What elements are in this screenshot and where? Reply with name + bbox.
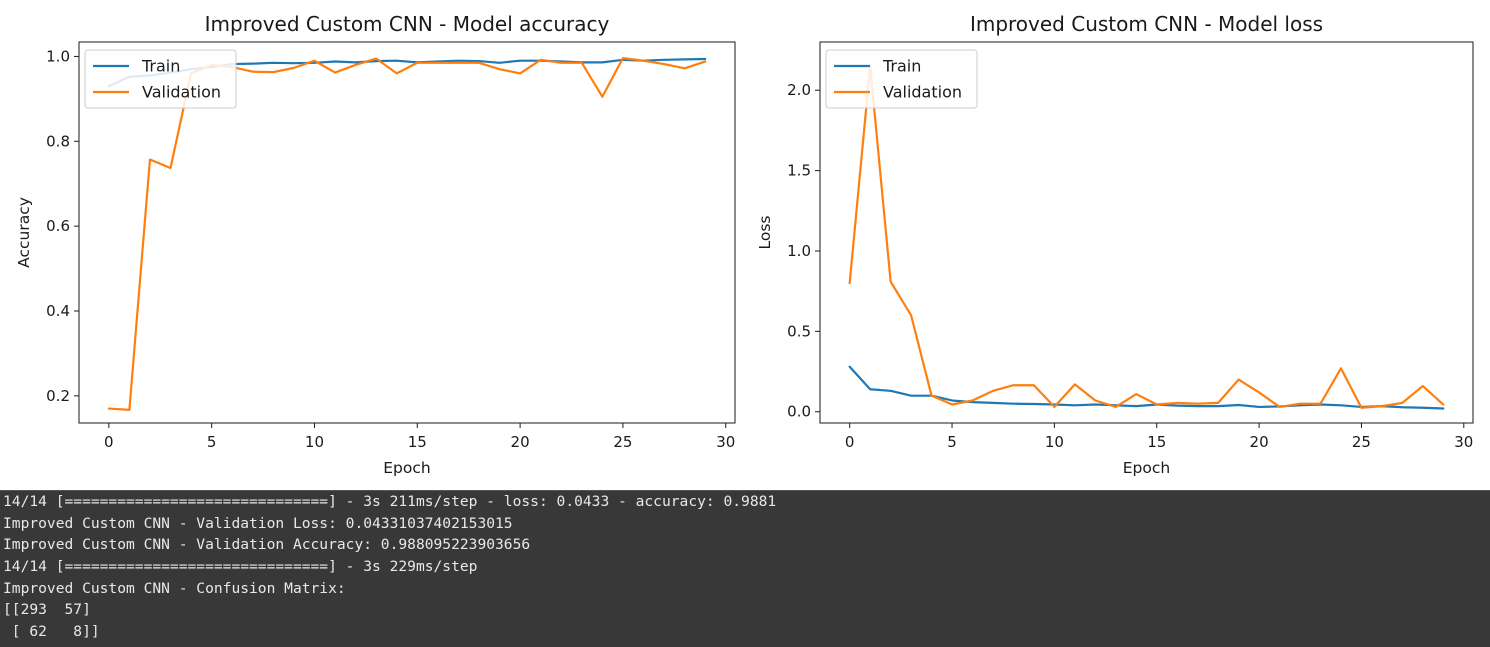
y-tick-label: 0.0 <box>787 403 811 421</box>
chart-2: Improved Custom CNN - Model loss 0 5 10 15 20… <box>756 12 1474 477</box>
x-tick-label: 10 <box>1045 433 1064 451</box>
y-axis-label: Accuracy <box>15 197 33 268</box>
series-line-train <box>848 365 1445 410</box>
console-line: 14/14 [==============================] -… <box>3 558 478 576</box>
console-line: Improved Custom CNN - Validation Loss: 0… <box>3 514 513 532</box>
legend-box <box>84 49 237 109</box>
y-axis-label: Loss <box>756 216 774 250</box>
legend-label-train: Train <box>141 57 180 76</box>
console-line: Improved Custom CNN - Confusion Matrix: <box>3 579 346 597</box>
y-tick-label: 1.0 <box>46 47 70 65</box>
x-tick-label: 20 <box>511 433 530 451</box>
axes-frame <box>819 41 1474 424</box>
console-output: 14/14 [==============================] -… <box>0 490 1490 647</box>
legend: Train Validation <box>825 49 978 109</box>
chart-title: Improved Custom CNN - Model accuracy <box>205 12 610 36</box>
x-tick-label: 25 <box>1352 433 1371 451</box>
series-line-validation <box>107 57 707 411</box>
y-tick-label: 0.6 <box>46 217 70 235</box>
x-tick-label: 15 <box>1147 433 1166 451</box>
y-tick-label: 0.4 <box>46 302 70 320</box>
axes-frame <box>78 41 736 424</box>
console-line: [ 62 8]] <box>3 623 100 641</box>
x-tick-label: 5 <box>947 433 957 451</box>
legend-label-validation: Validation <box>883 83 962 102</box>
legend-label-validation: Validation <box>142 83 221 102</box>
x-tick-label: 15 <box>408 433 427 451</box>
legend: Train Validation <box>84 49 237 109</box>
chart-title: Improved Custom CNN - Model loss <box>970 12 1323 36</box>
x-tick-label: 25 <box>613 433 632 451</box>
y-tick-label: 0.2 <box>46 387 70 405</box>
console-line: [[293 57] <box>3 601 91 619</box>
console-line: Improved Custom CNN - Validation Accurac… <box>3 536 531 554</box>
x-tick-label: 20 <box>1250 433 1269 451</box>
x-axis-label: Epoch <box>1123 459 1170 477</box>
y-tick-label: 0.5 <box>787 322 811 340</box>
figure-canvas: Improved Custom CNN - Model accuracy 0 5 10… <box>15 12 1474 477</box>
x-tick-label: 5 <box>207 433 217 451</box>
y-tick-label: 1.0 <box>787 242 811 260</box>
console-line: 14/14 [==============================] -… <box>3 493 777 510</box>
x-tick-label: 10 <box>305 433 324 451</box>
legend-box <box>825 49 978 109</box>
x-tick-label: 0 <box>845 433 855 451</box>
x-tick-label: 30 <box>716 433 735 451</box>
y-tick-label: 1.5 <box>787 162 811 180</box>
chart-1: Improved Custom CNN - Model accuracy 0 5 10… <box>15 12 736 477</box>
legend-label-train: Train <box>882 57 921 76</box>
y-tick-label: 2.0 <box>787 81 811 99</box>
series-line-validation <box>848 65 1445 409</box>
figure: Improved Custom CNN - Model accuracy 0 5 10… <box>0 0 1490 490</box>
x-tick-label: 30 <box>1454 433 1473 451</box>
x-tick-label: 0 <box>104 433 114 451</box>
x-axis-label: Epoch <box>383 459 430 477</box>
y-tick-label: 0.8 <box>46 132 70 150</box>
